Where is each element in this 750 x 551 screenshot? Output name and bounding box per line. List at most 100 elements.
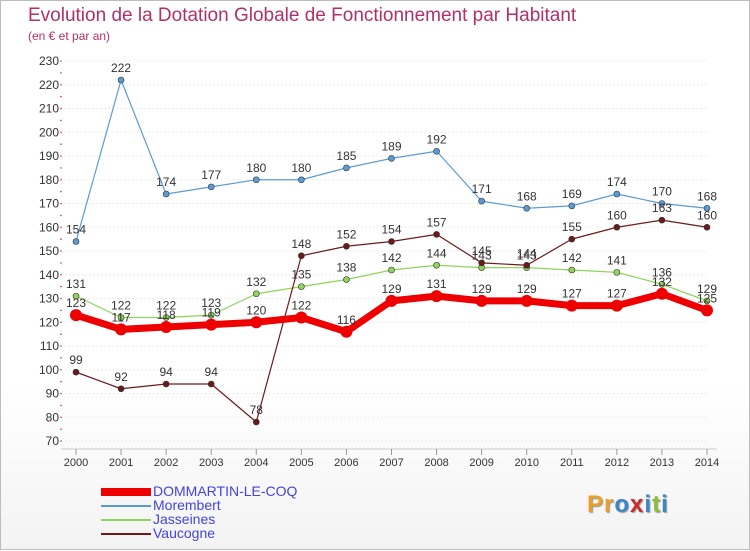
- data-point: [478, 259, 485, 267]
- data-label: 92: [114, 370, 128, 384]
- data-label: 123: [201, 296, 221, 310]
- data-label: 171: [472, 182, 492, 196]
- data-point: [207, 183, 215, 191]
- data-label: 142: [562, 251, 582, 265]
- data-label: 122: [291, 299, 311, 313]
- y-minor-tick: [60, 285, 62, 288]
- data-point: [701, 304, 713, 317]
- y-minor-tick: [60, 214, 62, 217]
- data-point: [475, 294, 488, 307]
- y-tick-label: 210: [39, 102, 59, 116]
- data-point: [343, 276, 350, 283]
- data-label: 129: [472, 282, 492, 296]
- data-label: 129: [697, 282, 717, 296]
- data-point: [298, 252, 305, 260]
- data-point: [160, 321, 173, 333]
- data-label: 180: [246, 161, 266, 175]
- data-label: 122: [156, 299, 176, 313]
- data-point: [523, 204, 531, 212]
- legend-label: DOMMARTIN-LE-COQ: [153, 483, 298, 499]
- y-minor-tick: [60, 250, 62, 252]
- y-minor-tick: [60, 143, 62, 145]
- data-point: [162, 380, 170, 388]
- y-minor-tick: [60, 333, 62, 335]
- logo-letter: o: [614, 491, 631, 518]
- data-point: [703, 204, 711, 212]
- data-point: [162, 190, 170, 198]
- x-tick-label: 2006: [334, 457, 358, 469]
- data-point: [565, 299, 578, 312]
- y-tick-label: 70: [46, 434, 60, 448]
- data-point: [658, 280, 666, 288]
- data-label: 127: [562, 287, 582, 301]
- y-tick-label: 130: [39, 292, 59, 306]
- y-minor-tick: [60, 440, 62, 442]
- data-point: [388, 155, 395, 162]
- y-minor-tick: [60, 155, 62, 157]
- data-label: 189: [381, 139, 401, 153]
- data-label: 141: [607, 253, 627, 267]
- y-minor-tick: [60, 404, 62, 407]
- data-point: [250, 316, 263, 329]
- data-point: [568, 235, 576, 243]
- data-point: [252, 176, 260, 184]
- data-point: [613, 223, 621, 231]
- data-point: [298, 176, 305, 184]
- y-tick-label: 170: [39, 197, 59, 211]
- data-point: [613, 190, 621, 198]
- data-label: 154: [66, 223, 86, 237]
- data-label: 163: [652, 201, 672, 215]
- data-point: [207, 311, 215, 319]
- data-label: 132: [652, 275, 672, 289]
- y-minor-tick: [60, 416, 62, 419]
- data-point: [72, 238, 80, 245]
- y-tick-label: 140: [39, 268, 59, 282]
- x-tick-label: 2009: [469, 457, 493, 469]
- y-minor-tick: [60, 262, 62, 264]
- data-label: 169: [562, 187, 582, 201]
- y-minor-tick: [60, 167, 62, 169]
- data-label: 155: [562, 220, 582, 234]
- data-point: [433, 147, 440, 155]
- x-tick-label: 2012: [605, 457, 629, 469]
- y-minor-tick: [60, 380, 62, 383]
- legend-swatch: [101, 533, 151, 535]
- y-tick-label: 160: [39, 220, 59, 234]
- data-label: 143: [472, 249, 492, 263]
- x-tick-label: 2014: [695, 457, 719, 469]
- data-point: [388, 238, 395, 245]
- data-label: 152: [336, 227, 356, 241]
- data-point: [658, 216, 666, 224]
- x-tick-label: 2010: [514, 457, 538, 469]
- y-minor-tick: [60, 309, 62, 312]
- data-label: 125: [697, 291, 717, 305]
- data-label: 174: [607, 175, 627, 189]
- data-point: [72, 292, 80, 300]
- data-label: 94: [205, 365, 219, 379]
- data-point: [520, 294, 533, 307]
- chart-subtitle: (en € et par an): [28, 29, 111, 43]
- data-label: 119: [202, 306, 221, 320]
- data-label: 177: [201, 168, 221, 182]
- data-point: [478, 197, 485, 205]
- y-minor-tick: [60, 131, 62, 134]
- data-point: [252, 290, 260, 298]
- data-point: [433, 261, 440, 269]
- x-tick-label: 2004: [244, 457, 268, 469]
- y-minor-tick: [60, 95, 62, 98]
- data-label: 185: [336, 149, 356, 163]
- data-label: 142: [381, 251, 401, 265]
- x-tick-label: 2002: [154, 457, 178, 469]
- data-label: 127: [607, 287, 627, 301]
- data-label: 148: [291, 237, 311, 251]
- y-minor-tick: [60, 178, 62, 181]
- data-label: 192: [427, 132, 447, 146]
- data-label: 99: [69, 353, 83, 367]
- data-point: [343, 164, 350, 172]
- x-tick-label: 2011: [560, 457, 584, 469]
- data-point: [340, 325, 353, 338]
- x-tick-label: 2001: [109, 457, 133, 469]
- data-label: 118: [157, 308, 176, 322]
- data-label: 135: [291, 268, 311, 282]
